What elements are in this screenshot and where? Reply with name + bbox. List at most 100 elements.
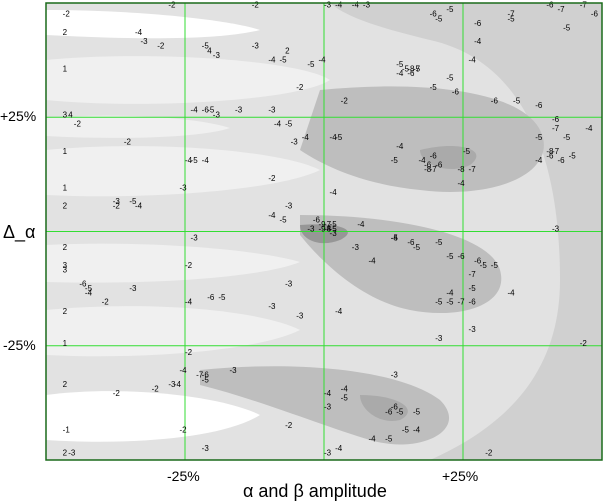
contour-value-label: -4 xyxy=(135,202,143,211)
contour-value-label: -5 xyxy=(513,97,521,106)
contour-value-label: -5 xyxy=(446,252,454,261)
contour-region xyxy=(46,243,300,283)
contour-value-label: -6 xyxy=(385,407,393,416)
contour-value-label: -5 xyxy=(280,215,288,224)
contour-value-label: -4 xyxy=(396,69,404,78)
contour-value-label: -4 xyxy=(135,28,143,37)
contour-value-label: -2 xyxy=(74,119,82,128)
contour-value-label: -7 xyxy=(457,298,465,307)
contour-value-label: -4 xyxy=(535,156,543,165)
contour-value-label: -7 xyxy=(552,124,560,133)
contour-value-label: -7 xyxy=(552,147,560,156)
contour-value-label: 2 xyxy=(63,28,68,37)
contour-value-label: -5 xyxy=(563,23,571,32)
contour-value-label: -7 xyxy=(469,270,477,279)
contour-value-label: -3 xyxy=(435,334,443,343)
contour-value-label: -4 xyxy=(174,380,182,389)
contour-value-label: -4 xyxy=(469,55,477,64)
y-axis-title: Δ_α xyxy=(3,222,35,243)
contour-value-label: 1 xyxy=(63,339,68,348)
contour-value-label: -3 xyxy=(296,311,304,320)
contour-value-label: -2 xyxy=(124,138,132,147)
contour-value-label: -5 xyxy=(413,407,421,416)
contour-value-label: -4 xyxy=(419,156,427,165)
contour-value-label: -8 xyxy=(407,65,415,74)
contour-value-label: -3 xyxy=(324,448,332,457)
contour-region xyxy=(46,146,320,197)
plot-border xyxy=(45,2,603,461)
contour-value-label: -4 xyxy=(202,156,210,165)
contour-value-label: -5 xyxy=(280,55,288,64)
contour-value-label: -5 xyxy=(446,74,454,83)
contour-region xyxy=(46,56,330,104)
contour-value-label: -4 xyxy=(324,225,332,234)
contour-value-label: -4 xyxy=(446,288,454,297)
contour-value-label: -5 xyxy=(335,133,343,142)
contour-value-label: -2 xyxy=(485,448,493,457)
contour-value-label: -6 xyxy=(546,151,554,160)
contour-region xyxy=(360,395,408,421)
contour-value-label: 3 xyxy=(63,110,68,119)
contour-value-label: 2 xyxy=(63,243,68,252)
contour-value-label: -4 xyxy=(302,133,310,142)
contour-value-label: -5 xyxy=(413,243,421,252)
contour-value-label: -5 xyxy=(535,133,543,142)
contour-value-label: -5 xyxy=(391,156,399,165)
contour-value-label: -8 xyxy=(324,225,332,234)
contour-value-label: -8 xyxy=(546,147,554,156)
contour-value-label: -5 xyxy=(413,65,421,74)
contour-value-label: 2 xyxy=(63,307,68,316)
contour-value-label: -7 xyxy=(196,371,204,380)
contour-value-label: -3 xyxy=(229,366,237,375)
contour-value-label: -2 xyxy=(268,174,276,183)
contour-value-label: 2 xyxy=(285,46,290,55)
contour-value-label: -5 xyxy=(396,407,404,416)
contour-value-label: -4 xyxy=(330,133,338,142)
contour-value-label: -5 xyxy=(463,147,471,156)
contour-value-label: -2 xyxy=(341,97,349,106)
contour-value-label: -5 xyxy=(563,133,571,142)
contour-value-label: -5 xyxy=(330,225,338,234)
contour-value-label: -3 xyxy=(129,284,137,293)
contour-value-label: -2 xyxy=(152,384,160,393)
contour-value-label: -6 xyxy=(474,256,482,265)
contour-value-label: 1 xyxy=(63,147,68,156)
contour-value-label: -6 xyxy=(435,161,443,170)
contour-value-label: -6 xyxy=(591,10,599,19)
contour-value-label: -2 xyxy=(102,298,110,307)
contour-value-label: -3 xyxy=(68,448,76,457)
contour-value-label: -4 xyxy=(268,55,276,64)
x-tick-label-right: +25% xyxy=(442,468,478,484)
contour-value-label: -4 xyxy=(185,298,193,307)
contour-value-label: -6 xyxy=(207,293,215,302)
contour-value-label: 4 xyxy=(68,110,73,119)
contour-value-label: -3 xyxy=(469,325,477,334)
contour-value-label: -2 xyxy=(296,83,304,92)
contour-value-label: -6 xyxy=(457,252,465,261)
contour-value-label: -5 xyxy=(446,5,454,14)
y-tick-label-lower: -25% xyxy=(3,337,36,353)
contour-value-label: -6 xyxy=(546,1,554,10)
contour-value-label: -3 xyxy=(552,225,560,234)
contour-value-label: -5 xyxy=(446,298,454,307)
contour-value-label: -2 xyxy=(113,389,121,398)
contour-value-label: -2 xyxy=(157,42,165,51)
contour-value-label: -2 xyxy=(179,426,187,435)
contour-value-label: -9 xyxy=(318,225,326,234)
contour-value-label: -3 xyxy=(268,302,276,311)
contour-value-label: -6 xyxy=(202,106,210,115)
contour-value-label: -6 xyxy=(391,403,399,412)
contour-value-label: -4 xyxy=(185,156,193,165)
contour-value-label: -5 xyxy=(396,60,404,69)
contour-value-label: -3 xyxy=(352,243,360,252)
contour-value-label: -3 xyxy=(363,1,371,10)
contour-value-label: -6 xyxy=(430,151,438,160)
contour-value-label: -3 xyxy=(324,403,332,412)
contour-value-label: -6 xyxy=(430,10,438,19)
contour-value-label: -6 xyxy=(313,215,321,224)
contour-value-label: -3 xyxy=(179,183,187,192)
contour-value-label: -3 xyxy=(252,42,260,51)
contour-value-label: -2 xyxy=(63,10,71,19)
contour-value-label: -3 xyxy=(213,110,221,119)
